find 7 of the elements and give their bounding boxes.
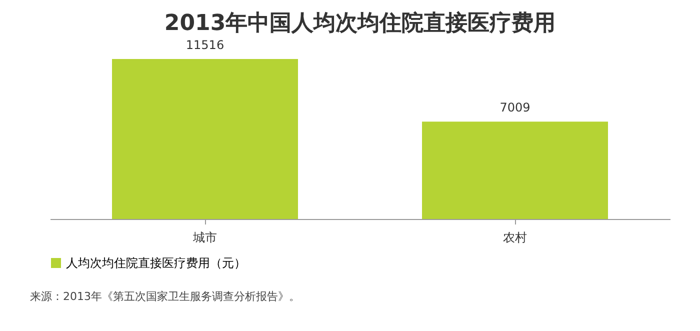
x-tick-label: 城市 (192, 230, 217, 244)
legend-label: 人均次均住院直接医疗费用（元） (66, 256, 246, 270)
data-label: 7009 (500, 100, 530, 115)
data-label: 11516 (186, 38, 224, 52)
x-tick-label: 农村 (503, 230, 527, 244)
source-note: 来源：2013年《第五次国家卫生服务调查分析报告》。 (30, 290, 300, 303)
chart-title: 2013年中国人均次均住院直接医疗费用 (164, 11, 556, 36)
